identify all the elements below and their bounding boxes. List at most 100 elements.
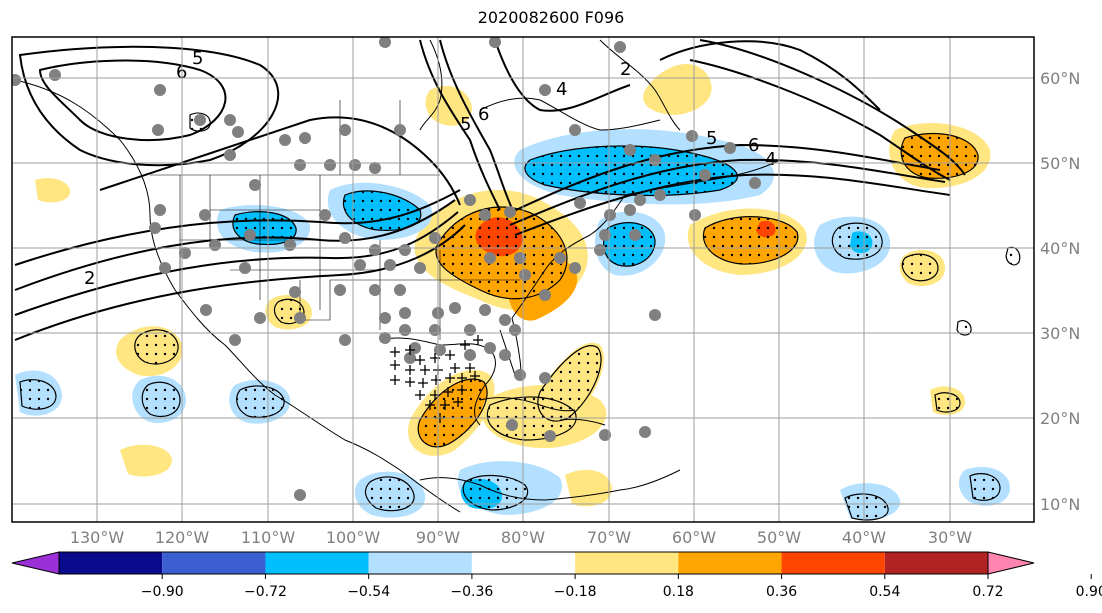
contour-label: 4 bbox=[765, 149, 776, 170]
station-marker bbox=[404, 352, 416, 364]
colorbar-tick-label: −0.36 bbox=[450, 584, 493, 600]
longitude-label: 30°W bbox=[928, 528, 972, 547]
station-marker bbox=[179, 247, 191, 259]
latitude-labels: 60°N 50°N 40°N 30°N 20°N 10°N bbox=[1040, 69, 1080, 514]
station-marker bbox=[379, 332, 391, 344]
plus-marker bbox=[453, 397, 463, 407]
anomaly-patch-yellow bbox=[120, 444, 172, 477]
stipple-region bbox=[969, 473, 1001, 501]
coastline bbox=[14, 79, 461, 513]
colorbar: −0.90 −0.72 −0.54 −0.36 −0.18 0.18 0.36 0.54 0.7… bbox=[11, 551, 1102, 600]
plus-marker bbox=[473, 335, 483, 345]
longitude-label: 110°W bbox=[241, 528, 296, 547]
station-marker bbox=[229, 334, 241, 346]
station-marker bbox=[429, 324, 441, 336]
station-marker bbox=[299, 132, 311, 144]
plus-marker bbox=[431, 375, 441, 385]
plus-marker bbox=[390, 360, 400, 370]
station-marker bbox=[349, 159, 361, 171]
map-layers: 6 5 4 6 5 2 2 4 5 6 bbox=[12, 37, 1034, 522]
longitude-label: 80°W bbox=[501, 528, 545, 547]
station-marker bbox=[199, 209, 211, 221]
plus-marker bbox=[418, 378, 428, 388]
contour-line bbox=[14, 211, 459, 316]
station-marker bbox=[369, 162, 381, 174]
station-marker bbox=[154, 84, 166, 96]
longitude-label: 120°W bbox=[155, 528, 210, 547]
station-marker bbox=[574, 197, 586, 209]
longitude-label: 60°W bbox=[672, 528, 716, 547]
stipple-region bbox=[844, 493, 889, 521]
station-marker bbox=[514, 252, 526, 264]
station-marker bbox=[599, 229, 611, 241]
station-marker bbox=[244, 229, 256, 241]
station-marker bbox=[624, 204, 636, 216]
station-marker bbox=[539, 372, 551, 384]
plus-marker bbox=[450, 363, 460, 373]
station-marker bbox=[509, 324, 521, 336]
stipple-region bbox=[417, 378, 488, 448]
plus-marker bbox=[390, 375, 400, 385]
contour-line bbox=[14, 224, 466, 341]
contour-label: 4 bbox=[556, 79, 567, 100]
station-marker bbox=[429, 232, 441, 244]
stipple-region bbox=[831, 222, 883, 260]
station-marker bbox=[339, 334, 351, 346]
station-marker bbox=[604, 209, 616, 221]
station-marker bbox=[699, 169, 711, 181]
station-marker bbox=[506, 419, 518, 431]
station-marker bbox=[399, 307, 411, 319]
plus-marker bbox=[445, 350, 455, 360]
contour-line bbox=[514, 173, 951, 236]
station-marker bbox=[449, 302, 461, 314]
contour-line bbox=[14, 199, 456, 291]
station-marker bbox=[594, 244, 606, 256]
station-marker bbox=[334, 284, 346, 296]
station-marker bbox=[544, 430, 556, 442]
station-marker bbox=[239, 262, 251, 274]
station-markers bbox=[12, 37, 761, 501]
station-marker bbox=[289, 286, 301, 298]
station-marker bbox=[479, 209, 491, 221]
station-marker bbox=[689, 209, 701, 221]
colorbar-bin bbox=[884, 552, 988, 574]
station-marker bbox=[539, 84, 551, 96]
station-marker bbox=[599, 429, 611, 441]
station-marker bbox=[569, 262, 581, 274]
plus-marker bbox=[465, 363, 475, 373]
plus-marker bbox=[415, 355, 425, 365]
station-marker bbox=[394, 124, 406, 136]
contour-line bbox=[504, 143, 941, 216]
station-marker bbox=[379, 312, 391, 324]
colorbar-bin bbox=[59, 552, 163, 574]
station-marker bbox=[409, 342, 421, 354]
station-marker bbox=[294, 312, 306, 324]
station-marker bbox=[159, 262, 171, 274]
colorbar-tick-label: −0.54 bbox=[347, 584, 390, 600]
colorbar-bin bbox=[162, 552, 266, 574]
coastline bbox=[479, 397, 576, 412]
contour-label: 2 bbox=[84, 268, 95, 289]
station-marker bbox=[569, 124, 581, 136]
station-marker bbox=[379, 37, 391, 48]
anomaly-patch-yellow bbox=[643, 63, 712, 115]
anomaly-patch-yellow bbox=[35, 178, 70, 203]
station-marker bbox=[519, 269, 531, 281]
stipple-region bbox=[1005, 246, 1021, 266]
stipple-region bbox=[901, 253, 939, 282]
longitude-label: 40°W bbox=[842, 528, 886, 547]
station-marker bbox=[49, 69, 61, 81]
latitude-label: 50°N bbox=[1040, 154, 1080, 173]
contour-line bbox=[419, 39, 501, 211]
station-marker bbox=[194, 114, 206, 126]
contour-line bbox=[659, 40, 881, 111]
station-marker bbox=[369, 244, 381, 256]
coastline bbox=[559, 418, 606, 426]
longitude-label: 90°W bbox=[416, 528, 460, 547]
colorbar-tick-label: −0.72 bbox=[244, 584, 287, 600]
longitude-label: 50°W bbox=[757, 528, 801, 547]
contour-label: 5 bbox=[192, 48, 203, 69]
latitude-label: 10°N bbox=[1040, 495, 1080, 514]
station-marker bbox=[200, 304, 212, 316]
station-marker bbox=[686, 130, 698, 142]
